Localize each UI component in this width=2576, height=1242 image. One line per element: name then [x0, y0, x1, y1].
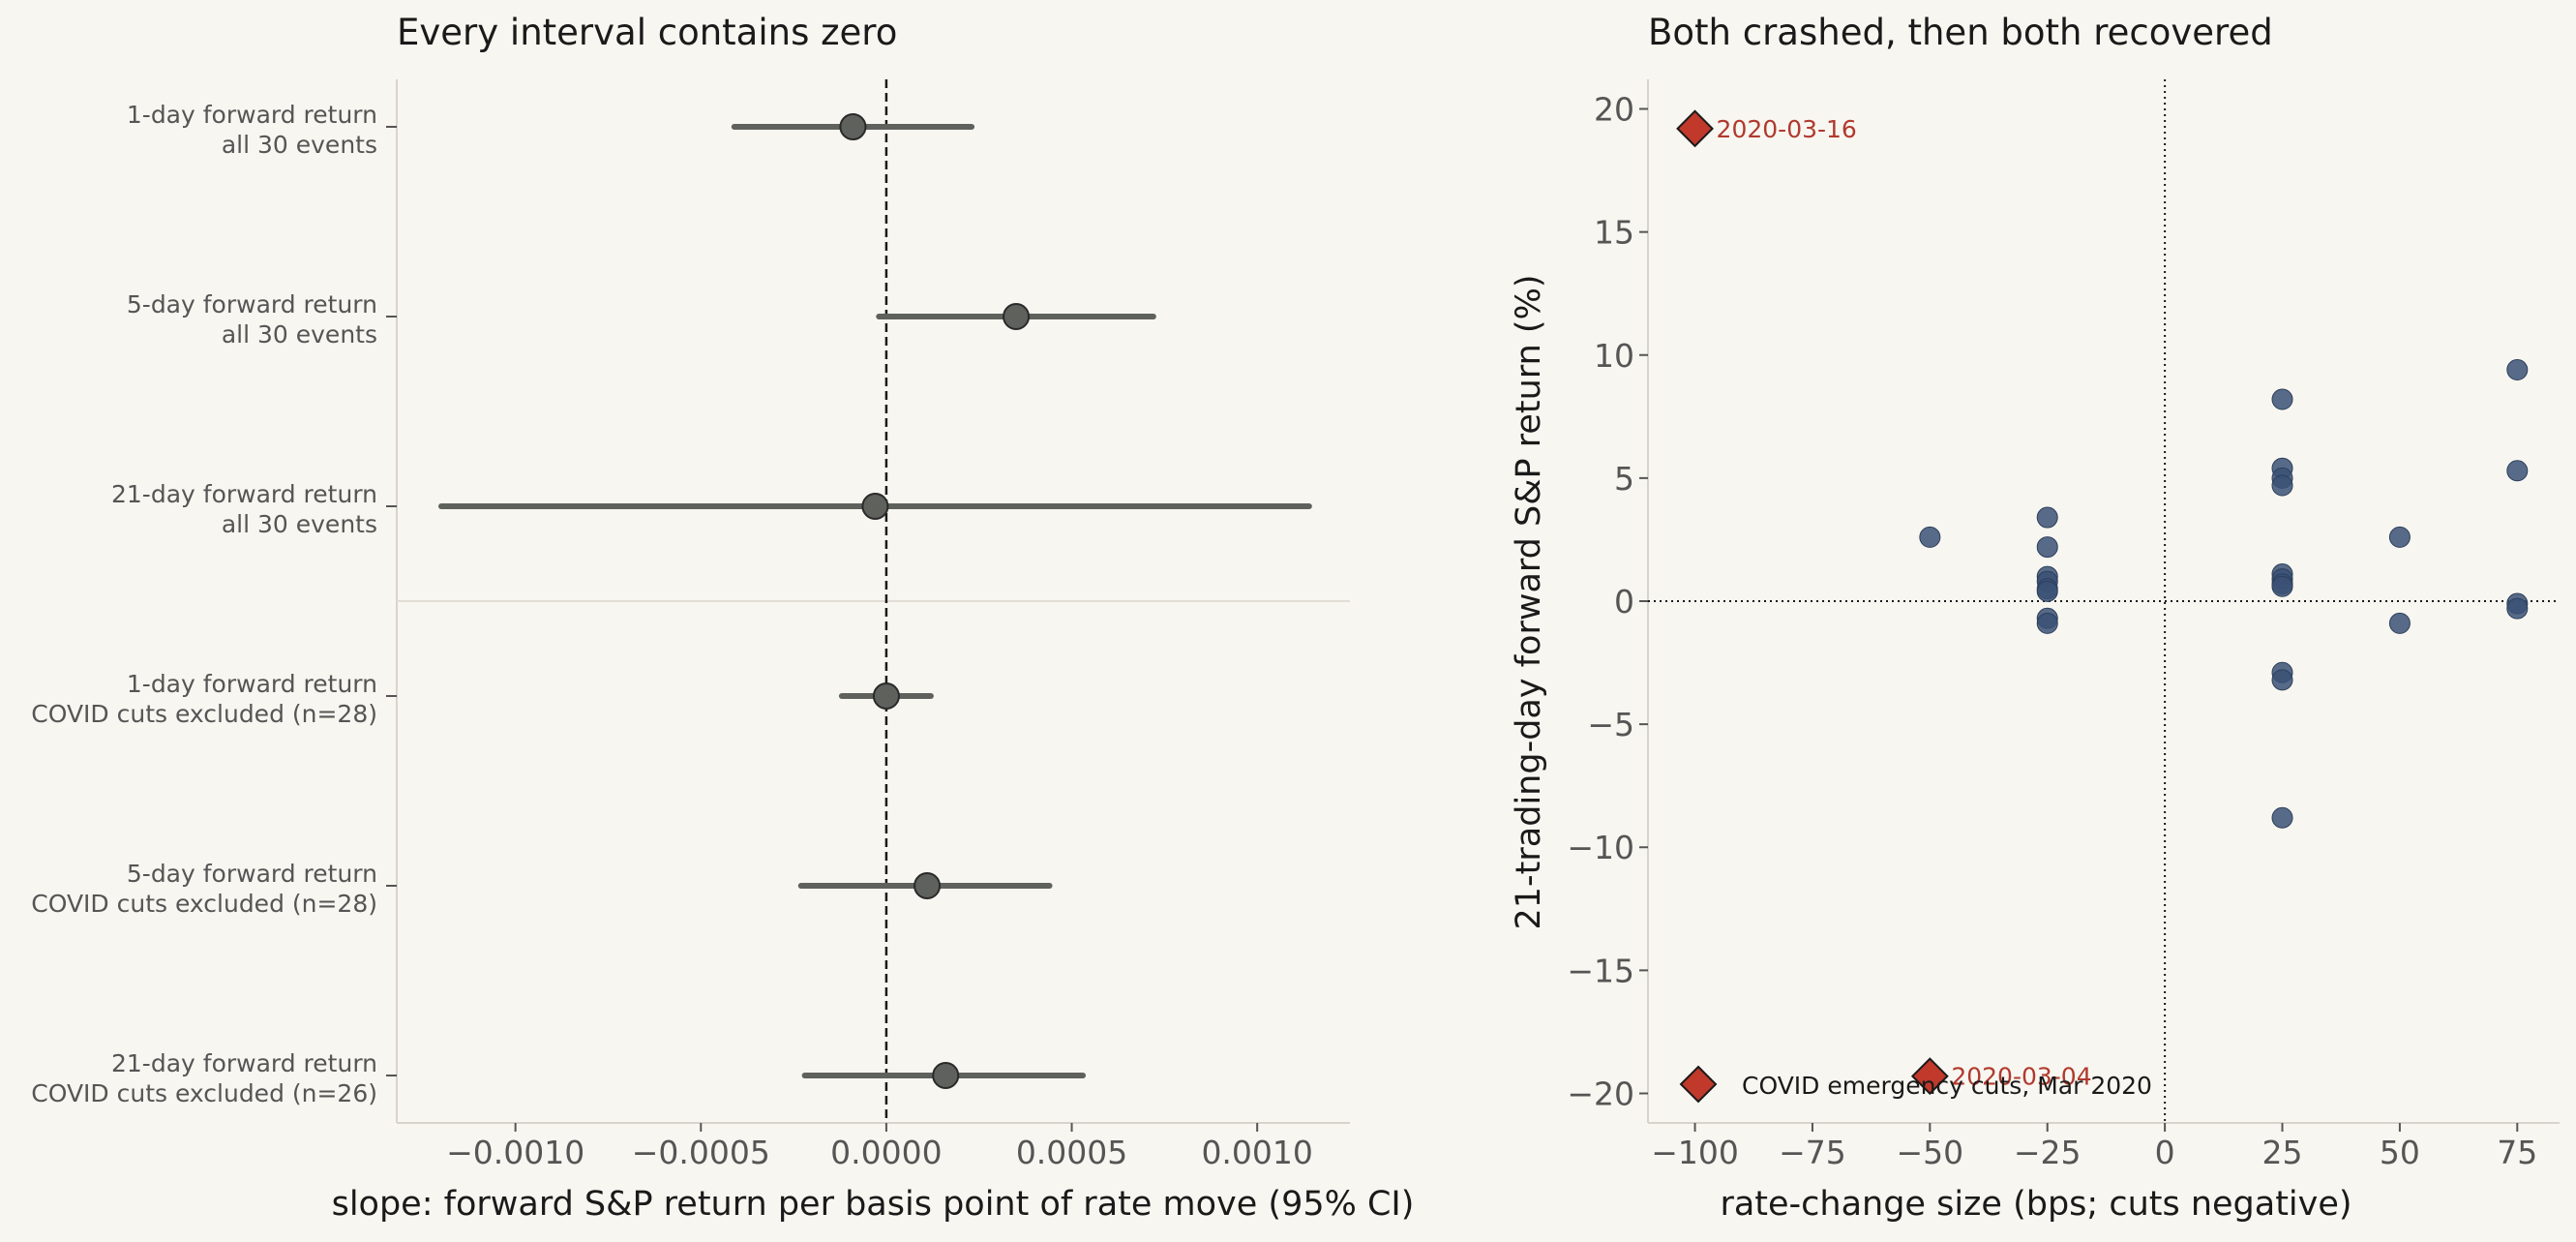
x-tick-label: 75 [2497, 1134, 2537, 1171]
rate-event-point [2036, 612, 2058, 634]
covid-point: 2020-03-04 [1910, 1057, 2092, 1096]
x-tick-label: −0.0005 [632, 1134, 770, 1171]
scatter-legend: COVID emergency cuts, Mar 2020 [1679, 1065, 2152, 1104]
x-tick-label: 50 [2380, 1134, 2420, 1171]
row-label-metric: 5-day forward return [127, 860, 377, 888]
row-label-sample: COVID cuts excluded (n=28) [31, 700, 377, 728]
row-label-sample: all 30 events [222, 510, 377, 538]
scatter-x-axis-label: rate-change size (bps; cuts negative) [1720, 1185, 2351, 1224]
x-tick-label: 0.0010 [1201, 1134, 1312, 1171]
point-estimate [914, 872, 942, 899]
x-tick-label: 0.0005 [1016, 1134, 1127, 1171]
scatter-plot-panel: Both crashed, then both recovered −20 −15… [1510, 12, 2560, 1224]
x-tick-label: −0.0010 [446, 1134, 584, 1171]
rate-event-point [2506, 359, 2529, 381]
row-label-sample: COVID cuts excluded (n=28) [31, 890, 377, 918]
y-tick-label: −5 [1587, 706, 1634, 743]
row-label-metric: 5-day forward return [127, 290, 377, 318]
rate-event-point [1919, 526, 1941, 548]
covid-points: 2020-03-16 2020-03-04 [1676, 109, 2092, 1096]
forest-x-ticks: −0.0010 −0.0005 0.0000 0.0005 0.0010 [446, 1123, 1313, 1171]
rate-event-point [2388, 526, 2411, 548]
legend-diamond-marker [1679, 1065, 1718, 1104]
y-tick-label: −20 [1567, 1075, 1634, 1112]
scatter-title: Both crashed, then both recovered [1648, 12, 2273, 53]
y-tick-label: 10 [1594, 337, 1634, 375]
y-tick-label: 5 [1614, 460, 1634, 498]
rate-event-point [2506, 460, 2529, 482]
point-estimate [839, 113, 867, 140]
point-estimate [1003, 303, 1031, 330]
x-tick-label: −75 [1779, 1134, 1846, 1171]
rate-event-point [2271, 575, 2293, 597]
covid-diamond [1910, 1057, 1949, 1096]
row-label-metric: 21-day forward return [111, 1049, 377, 1077]
x-tick-label: 25 [2262, 1134, 2303, 1171]
rate-event-point [2271, 388, 2293, 410]
x-tick-label: −100 [1651, 1134, 1739, 1171]
row-label-sample: COVID cuts excluded (n=26) [31, 1079, 377, 1107]
covid-diamond [1676, 109, 1714, 148]
y-tick-label: 20 [1594, 91, 1634, 129]
point-estimate [872, 682, 900, 710]
x-tick-label: 0 [2155, 1134, 2175, 1171]
rate-event-point [2036, 580, 2058, 602]
forest-title: Every interval contains zero [397, 12, 897, 53]
row-label-metric: 21-day forward return [111, 480, 377, 508]
x-tick-label: −50 [1897, 1134, 1964, 1171]
x-tick-label: −25 [2014, 1134, 2082, 1171]
row-label-metric: 1-day forward return [127, 670, 377, 698]
point-estimate [861, 493, 889, 520]
y-tick-label: −10 [1567, 829, 1634, 866]
scatter-y-axis-label: 21-trading-day forward S&P return (%) [1510, 275, 1548, 930]
rate-event-point [2388, 612, 2411, 634]
rate-event-point [2271, 669, 2293, 691]
rate-event-point [2036, 506, 2058, 529]
covid-point: 2020-03-16 [1676, 109, 1857, 148]
y-tick-label: −15 [1567, 952, 1634, 989]
covid-date-label: 2020-03-16 [1717, 115, 1857, 143]
row-label-sample: all 30 events [222, 320, 377, 348]
covid-date-label: 2020-03-04 [1951, 1063, 2091, 1091]
forest-plot-panel: Every interval contains zero 1-day forwa… [31, 12, 1414, 1224]
forest-x-axis-label: slope: forward S&P return per basis poin… [332, 1185, 1415, 1224]
point-estimate [932, 1062, 960, 1089]
scatter-x-ticks: −100 −75 −50 −25 0 25 50 75 [1651, 1123, 2537, 1171]
forest-axes [396, 79, 1350, 1124]
y-tick-label: 0 [1614, 583, 1634, 621]
scatter-points [1919, 359, 2529, 829]
scatter-y-ticks: −20 −15 −10 −5 0 5 10 15 20 [1567, 91, 1648, 1112]
scatter-zero-references [1648, 79, 2560, 1123]
rate-event-point [2036, 536, 2058, 559]
x-tick-label: 0.0000 [830, 1134, 942, 1171]
y-tick-label: 15 [1594, 214, 1634, 252]
row-label-metric: 1-day forward return [127, 101, 377, 129]
row-label-sample: all 30 events [222, 131, 377, 159]
rate-event-point [2271, 474, 2293, 497]
rate-event-point [2506, 597, 2529, 620]
legend-label: COVID emergency cuts, Mar 2020 [1742, 1072, 2152, 1100]
rate-event-point [2271, 806, 2293, 829]
